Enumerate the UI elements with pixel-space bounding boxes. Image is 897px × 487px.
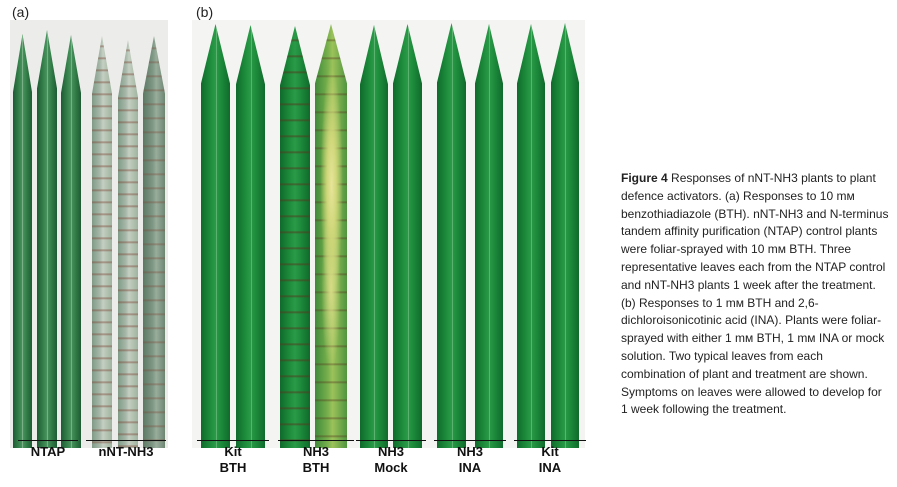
group-label-nh3-ina: NH3 INA <box>456 444 483 475</box>
leaf-nh3-ina-1 <box>437 23 466 448</box>
leaf-kit-bth-2 <box>236 25 265 448</box>
leaf-ntap-2 <box>37 30 57 448</box>
group-label-nnt-nh3: nNT-NH3 <box>98 444 154 459</box>
leaf-kit-ina-1 <box>517 24 545 448</box>
leaf-nh3-mock-1 <box>360 25 388 448</box>
group-bracket-nh3-bth <box>278 440 354 441</box>
group-bracket-nh3-ina <box>434 440 506 441</box>
figure-caption-title: Figure 4 <box>621 171 668 185</box>
panel-b-label: (b) <box>196 4 214 20</box>
group-label-nh3-bth: NH3 BTH <box>302 444 330 475</box>
leaf-nh3-mock-2 <box>393 24 422 448</box>
leaf-nh3-ina-2 <box>475 24 503 448</box>
group-bracket-nnt-nh3 <box>86 440 166 441</box>
group-label-kit-ina: Kit INA <box>538 444 562 475</box>
leaf-nnt-nh3-3 <box>143 36 165 448</box>
leaf-nnt-nh3-2 <box>118 40 138 448</box>
figure-caption: Figure 4 Responses of nNT-NH3 plants to … <box>621 170 889 419</box>
group-bracket-nh3-mock <box>356 440 426 441</box>
panel-a-photo <box>10 20 168 448</box>
group-bracket-ntap <box>18 440 78 441</box>
group-bracket-kit-ina <box>514 440 586 441</box>
leaf-nh3-bth-1 <box>280 26 310 448</box>
leaf-nh3-bth-2 <box>315 24 347 448</box>
figure-caption-text: Responses of nNT-NH3 plants to plant def… <box>621 171 889 417</box>
leaf-kit-bth-1 <box>201 24 230 448</box>
panel-b-photo <box>192 20 585 448</box>
leaf-nnt-nh3-1 <box>92 36 112 448</box>
group-label-ntap: NTAP <box>30 444 66 459</box>
leaf-kit-ina-2 <box>551 23 579 448</box>
panel-a-label: (a) <box>12 4 30 20</box>
group-bracket-kit-bth <box>197 440 269 441</box>
leaf-ntap-1 <box>13 34 32 448</box>
leaf-ntap-3 <box>61 35 81 448</box>
group-label-kit-bth: Kit BTH <box>219 444 247 475</box>
group-label-nh3-mock: NH3 Mock <box>374 444 408 475</box>
